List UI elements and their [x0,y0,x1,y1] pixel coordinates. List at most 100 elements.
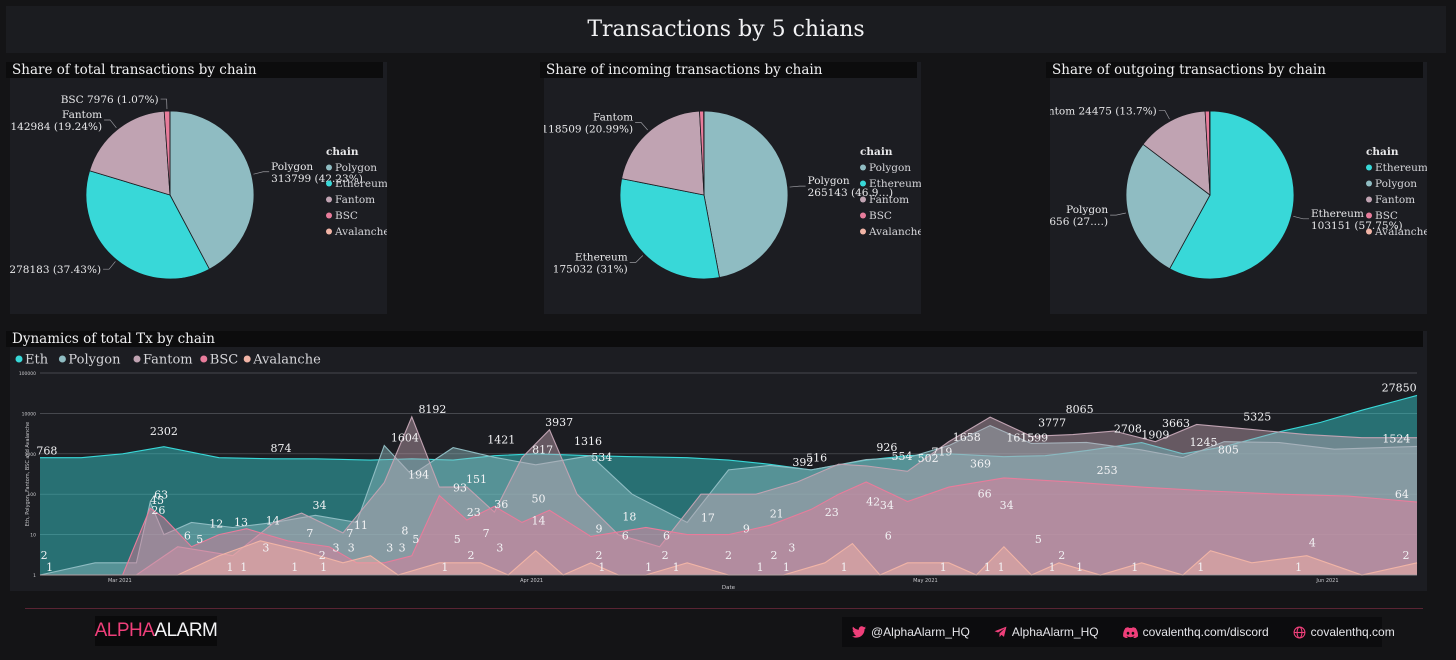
alphaalarm-logo: ALPHA ALARM [94,616,218,646]
legend-swatch-polygon [860,164,866,171]
pie-label-ethereum: 175032 (31%) [553,264,628,276]
legend-item-bsc[interactable]: BSC [335,210,358,222]
data-label: 2 [596,549,603,562]
legend-title: chain [860,146,893,158]
data-label: 5 [412,533,419,546]
data-label: 1909 [1141,428,1169,441]
x-tick-label: Mar 2021 [108,578,132,584]
data-label: 768 [36,444,57,457]
legend-title: chain [326,146,359,158]
data-label: 3 [348,542,355,555]
data-label: 5 [454,533,461,546]
twitter-link[interactable]: @AlphaAlarm_HQ [852,625,970,639]
pie-label-ethereum: Ethereum [575,252,628,264]
data-label: 1 [291,561,298,574]
data-label: 1 [757,561,764,574]
legend-item-fantom[interactable]: Fantom [869,194,909,206]
legend-item-avalanche[interactable]: Avalanche [868,226,921,238]
y-tick-label: 100 [27,492,36,498]
data-label: 817 [532,443,553,456]
footer-divider [25,608,1423,609]
data-label: 3 [262,542,269,555]
legend-item-polygon[interactable]: Polygon [869,162,911,174]
data-label: 1 [227,561,234,574]
page-header: Transactions by 5 chians [6,6,1446,53]
area-legend-item-bsc[interactable]: BSC [210,353,238,368]
data-label: 1 [1131,561,1138,574]
data-label: 7 [483,527,490,540]
legend-swatch-ethereum [1366,164,1372,171]
data-label: 1 [1197,561,1204,574]
data-label: 1604 [391,432,419,445]
legend-item-polygon[interactable]: Polygon [1375,178,1417,190]
legend-item-avalanche[interactable]: Avalanche [1374,226,1427,238]
telegram-link[interactable]: AlphaAlarm_HQ [994,625,1099,639]
discord-link[interactable]: covalenthq.com/discord [1122,625,1269,639]
data-label: 9 [596,522,603,535]
data-label: 1599 [1020,432,1048,445]
pie-leader-fantom [104,119,117,129]
legend-item-bsc[interactable]: BSC [1375,210,1398,222]
legend-item-ethereum[interactable]: Ethereum [869,178,921,190]
pie-label-ethereum: Ethereum 278183 (37.43%) [10,264,101,276]
area-legend-item-fantom[interactable]: Fantom [143,353,193,368]
data-label: 1316 [574,435,602,448]
data-label: 26 [151,504,165,517]
pie-label-ethereum: Ethereum [1311,208,1364,220]
x-tick-label: Apr 2021 [520,578,543,584]
data-label: 3 [496,542,503,555]
pie-leader-fantom [1158,109,1170,120]
legend-item-avalanche[interactable]: Avalanche [334,226,387,238]
website-link[interactable]: covalenthq.com [1293,625,1395,639]
area-legend-item-eth[interactable]: Eth [25,353,49,368]
legend-item-polygon[interactable]: Polygon [335,162,377,174]
area-legend-item-avalanche[interactable]: Avalanche [252,353,321,368]
area-fill-eth [40,395,1417,575]
area-legend-item-polygon[interactable]: Polygon [68,353,121,368]
legend-item-ethereum[interactable]: Ethereum [335,178,387,190]
pie-label-fantom: 118509 (20.99%) [544,123,633,135]
total-share-title: Share of total transactions by chain [6,62,383,78]
legend-swatch-avalanche [860,228,866,235]
area-legend-swatch-polygon [58,355,66,363]
pie-label-ethereum: 103151 (57.75%) [1311,220,1403,232]
incoming-share-panel: Share of incoming transactions by chain … [540,62,921,314]
data-label: 253 [1097,464,1118,477]
legend-swatch-avalanche [326,228,332,235]
data-label: 11 [354,519,368,532]
legend-item-ethereum[interactable]: Ethereum [1375,162,1427,174]
data-label: 3777 [1038,416,1066,429]
outgoing-share-panel: Share of outgoing transactions by chain … [1046,62,1427,314]
legend-item-fantom[interactable]: Fantom [1375,194,1415,206]
data-label: 874 [270,442,291,455]
pie-slice-fantom [621,110,705,196]
data-label: 6 [622,530,629,543]
data-label: 554 [892,450,913,463]
globe-icon [1293,626,1306,638]
y-tick-label: 10000 [22,411,36,417]
footer-links: @AlphaAlarm_HQ AlphaAlarm_HQ covalenthq.… [842,617,1395,647]
outgoing-share-title: Share of outgoing transactions by chain [1046,62,1423,78]
area-fill-bsc [40,477,1417,575]
data-label: 6 [663,530,670,543]
data-label: 369 [970,457,991,470]
pie-label-fantom: Fantom 24475 (13.7%) [1050,105,1157,117]
pie-leader-fantom [635,122,648,131]
legend-swatch-bsc [1366,212,1372,219]
logo-alarm-text: ALARM [154,620,218,641]
data-label: 2302 [150,425,178,438]
legend-item-bsc[interactable]: BSC [869,210,892,222]
data-label: 1 [598,561,605,574]
pie-slice-ethereum [1169,110,1295,280]
data-label: 8065 [1066,403,1094,416]
dynamics-area-chart: Eth Polygon Fantom BSC Avalanche 100000 10000 1… [15,353,1418,591]
discord-icon [1122,626,1138,638]
logo-alpha-text: ALPHA [94,620,155,641]
data-label: 1 [46,561,53,574]
telegram-icon [994,626,1007,638]
pie-label-fantom: Fantom [62,109,102,121]
legend-item-fantom[interactable]: Fantom [335,194,375,206]
data-label: 1 [841,561,848,574]
